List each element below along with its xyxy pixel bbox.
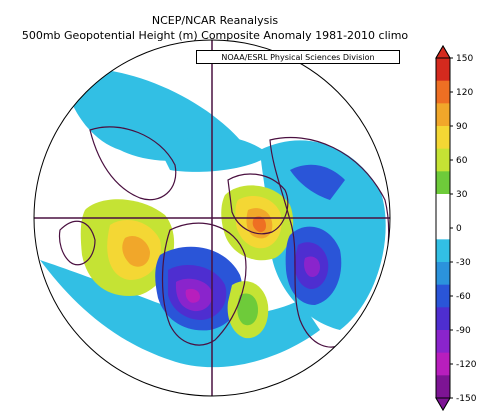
- colorbar-segment: [436, 103, 450, 127]
- colorbar-ticks: 150 120 90 60 30 0 -30 -60 -90 -120 -150: [450, 54, 477, 404]
- colorbar-segment: [436, 307, 450, 331]
- colorbar-segment: [436, 352, 450, 376]
- colorbar-segment: [436, 126, 450, 150]
- colorbar-tick-label: 30: [456, 190, 468, 200]
- colorbar-tick-label: 120: [456, 88, 473, 98]
- colorbar-tick-label: 0: [456, 224, 462, 234]
- colorbar-segment: [436, 216, 450, 240]
- map-title: NCEP/NCAR Reanalysis: [151, 14, 279, 27]
- colorbar-tick-label: 90: [456, 122, 468, 132]
- colorbar-segment: [436, 58, 450, 82]
- colorbar-tick-label: -90: [456, 326, 471, 336]
- colorbar-tick-label: -150: [456, 394, 477, 404]
- colorbar-tick-label: 150: [456, 54, 473, 64]
- colorbar-segment: [436, 284, 450, 308]
- credit-label: NOAA/ESRL Physical Sciences Division: [196, 50, 400, 64]
- colorbar-tick-label: -30: [456, 258, 471, 268]
- colorbar-segment: [436, 239, 450, 263]
- colorbar-tick-label: 60: [456, 156, 468, 166]
- map-boundary: [33, 39, 391, 397]
- anomaly-field: [34, 40, 390, 396]
- colorbar-segments: [435, 45, 451, 411]
- colorbar-segment: [436, 375, 450, 399]
- colorbar-segment: [436, 171, 450, 195]
- colorbar-segment: [436, 262, 450, 286]
- map-subtitle: 500mb Geopotential Height (m) Composite …: [21, 29, 409, 42]
- colorbar-bottom-arrow: [435, 397, 451, 411]
- colorbar-segment: [436, 148, 450, 172]
- colorbar-top-arrow: [435, 45, 451, 59]
- colorbar-segment: [436, 330, 450, 354]
- colorbar-tick-label: -120: [456, 360, 477, 370]
- colorbar-tick-label: -60: [456, 292, 471, 302]
- colorbar-segment: [436, 194, 450, 218]
- colorbar-segment: [436, 80, 450, 104]
